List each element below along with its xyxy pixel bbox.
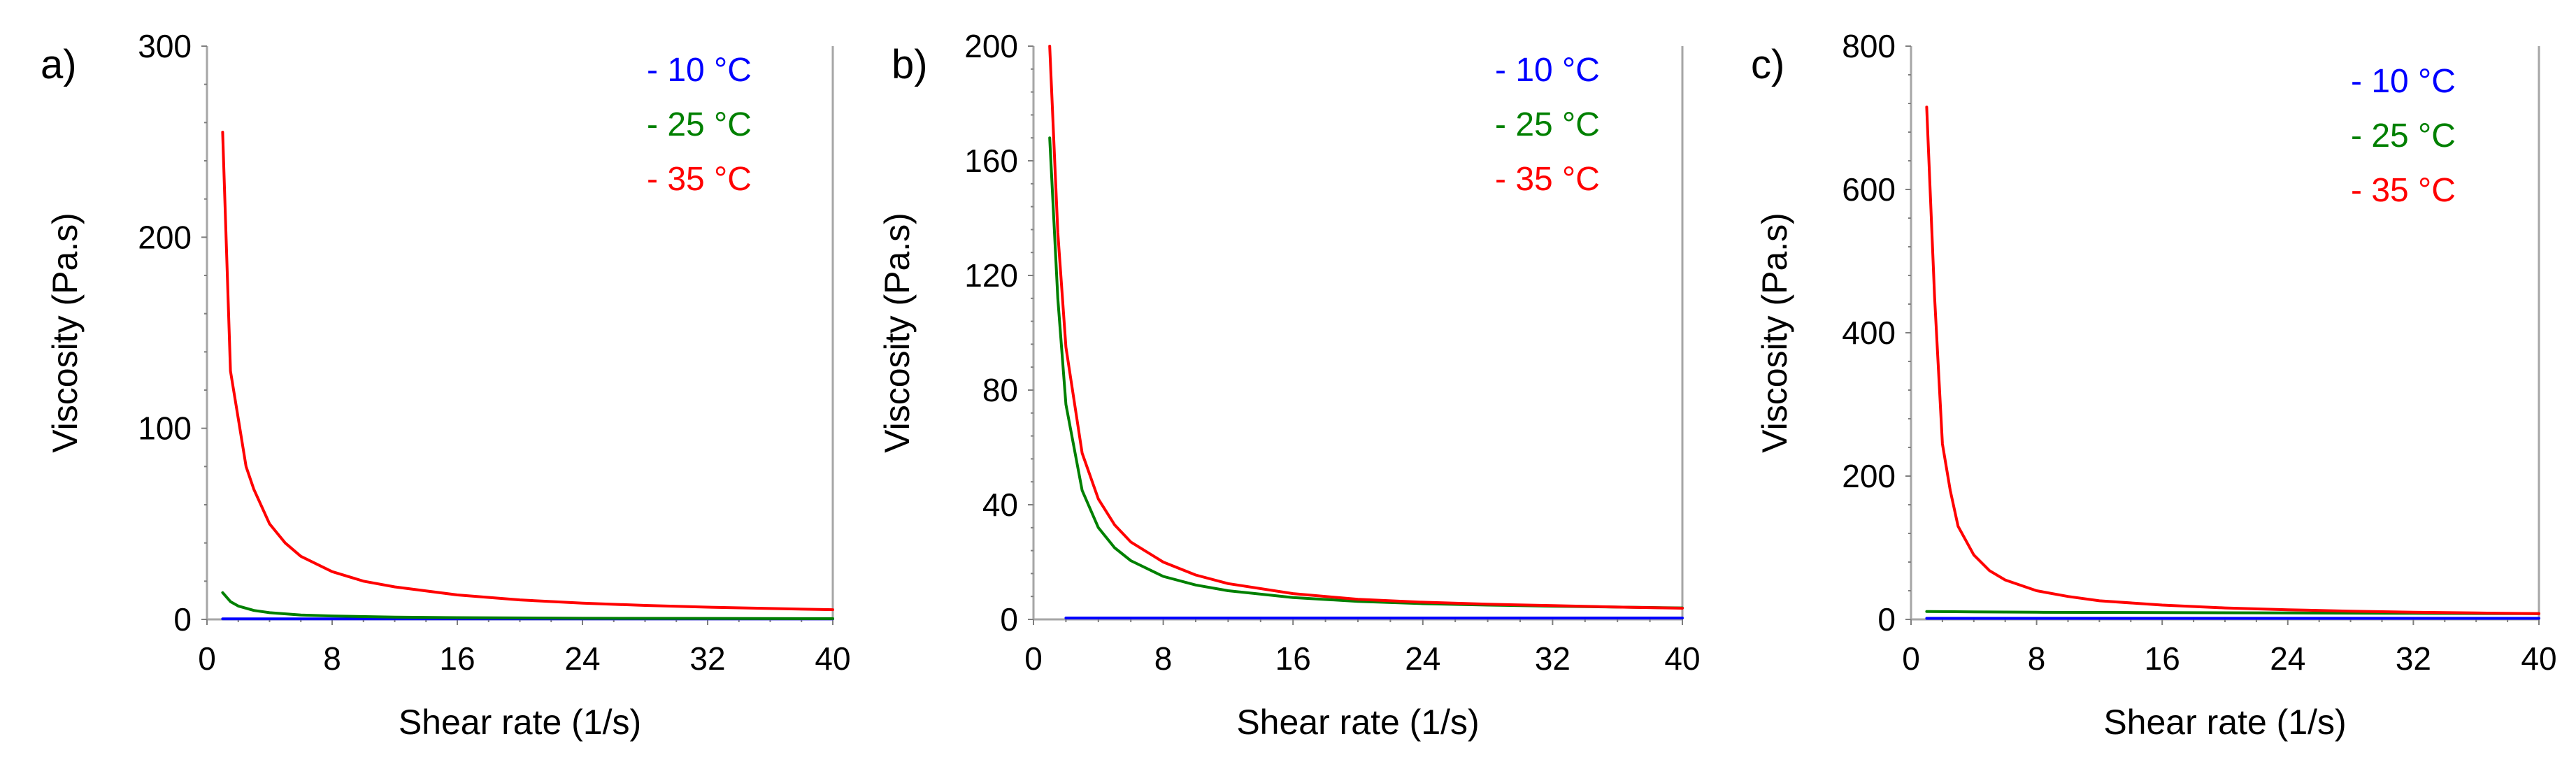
x-tick-label: 16 [1275, 640, 1311, 677]
legend-entry-1: - 10 °C [647, 52, 752, 89]
y-axis-title: Viscosity (Pa.s) [1755, 213, 1794, 453]
legend-entry-2: - 25 °C [2351, 117, 2456, 154]
panel-label: b) [892, 42, 928, 87]
x-tick-label: 40 [1664, 640, 1700, 677]
x-tick-label: 16 [439, 640, 475, 677]
y-tick-label: 400 [1842, 315, 1896, 351]
y-tick-label: 160 [964, 143, 1018, 179]
series-line-3 [1925, 106, 2540, 615]
panel-label: a) [41, 42, 77, 87]
y-tick-label: 100 [138, 410, 192, 447]
x-axis-title: Shear rate (1/s) [2103, 703, 2346, 742]
y-tick-label: 200 [138, 219, 192, 255]
y-tick-label: 200 [1842, 458, 1896, 494]
x-tick-label: 32 [1535, 640, 1570, 677]
x-tick-label: 32 [2396, 640, 2431, 677]
chart-panel-a: 0 100 200 300 0 8 16 24 32 40 Shear rate (1/s) Visc… [41, 28, 851, 742]
y-axis-title: Viscosity (Pa.s) [45, 213, 85, 453]
x-tick-label: 0 [198, 640, 216, 677]
y-tick-label: 80 [982, 372, 1018, 408]
x-tick-label: 8 [1154, 640, 1173, 677]
x-tick-label: 8 [323, 640, 341, 677]
x-tick-label: 0 [1024, 640, 1043, 677]
legend-entry-2: - 25 °C [647, 106, 752, 143]
y-tick-label: 200 [964, 28, 1018, 64]
y-axis-title: Viscosity (Pa.s) [878, 213, 917, 453]
y-tick-label: 0 [1877, 601, 1896, 638]
y-tick-label: 300 [138, 28, 192, 64]
series-line-3 [221, 131, 834, 612]
chart-panel-c: 0 200 400 600 800 0 8 16 24 32 40 Shear rate (1/s) V… [1751, 28, 2557, 742]
legend-entry-1: - 10 °C [1495, 52, 1600, 89]
x-axis-title: Shear rate (1/s) [399, 703, 641, 742]
legend-entry-2: - 25 °C [1495, 106, 1600, 143]
x-tick-label: 40 [815, 640, 850, 677]
y-tick-label: 40 [982, 487, 1018, 523]
x-tick-label: 0 [1902, 640, 1920, 677]
chart-panel-b: 0 40 80 120 160 200 0 8 16 24 32 40 Shear rate (1/s)… [878, 28, 1701, 742]
x-tick-label: 24 [1405, 640, 1440, 677]
y-tick-label: 800 [1842, 28, 1896, 64]
x-tick-label: 16 [2145, 640, 2180, 677]
series-line-2 [1048, 136, 1684, 610]
legend-entry-3: - 35 °C [2351, 172, 2456, 209]
series-line-2 [221, 591, 834, 620]
x-tick-label: 24 [2270, 640, 2305, 677]
series-line-3 [1048, 45, 1684, 610]
x-tick-label: 24 [564, 640, 600, 677]
legend-entry-1: - 10 °C [2351, 63, 2456, 100]
x-tick-label: 32 [689, 640, 725, 677]
x-axis-title: Shear rate (1/s) [1236, 703, 1479, 742]
y-tick-label: 600 [1842, 171, 1896, 208]
panel-label: c) [1751, 42, 1784, 87]
legend-entry-3: - 35 °C [647, 161, 752, 198]
y-tick-label: 120 [964, 257, 1018, 294]
legend-entry-3: - 35 °C [1495, 161, 1600, 198]
x-tick-label: 8 [2028, 640, 2046, 677]
y-tick-label: 0 [173, 601, 192, 638]
x-tick-label: 40 [2521, 640, 2556, 677]
y-tick-label: 0 [1000, 601, 1018, 638]
